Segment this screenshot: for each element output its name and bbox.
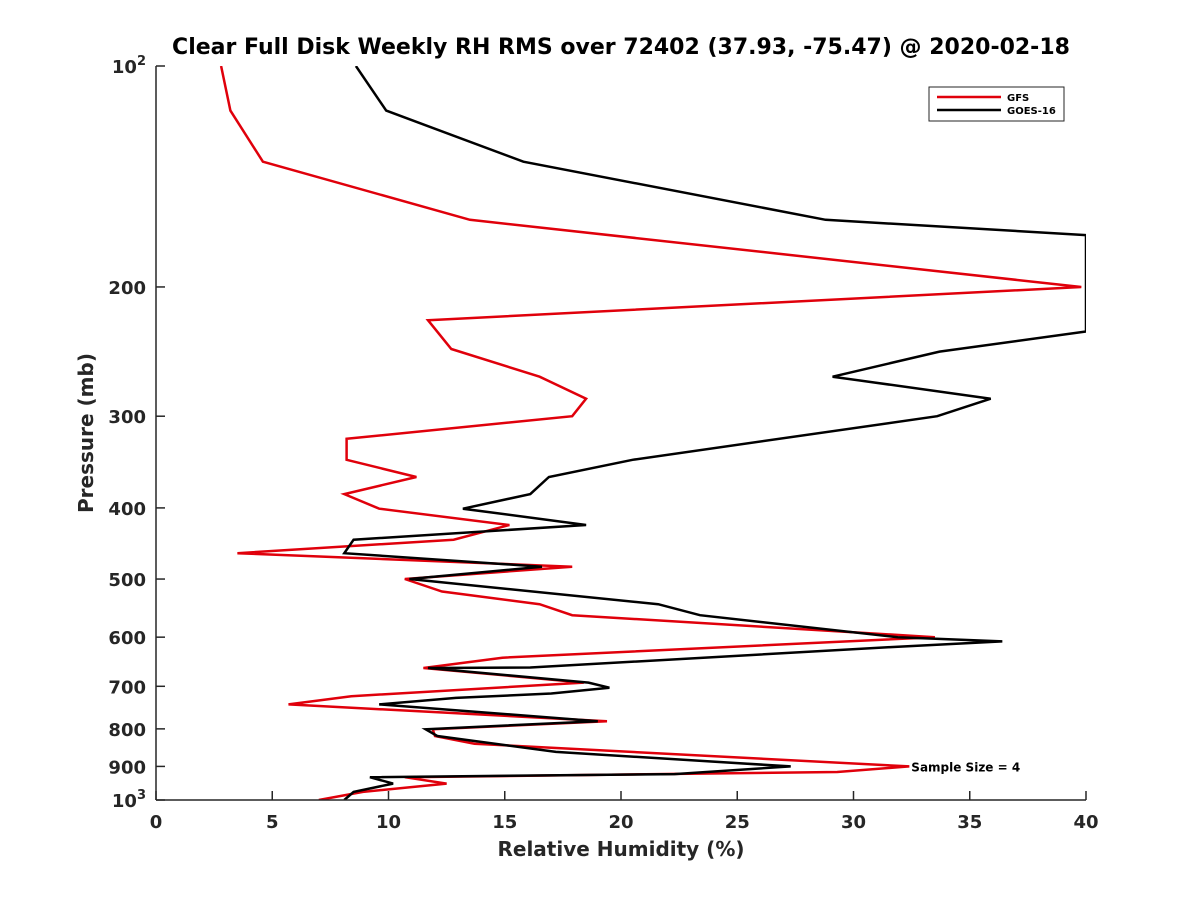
y-tick-label: 600 (108, 628, 146, 649)
x-tick-label: 10 (376, 812, 401, 833)
y-tick-label: 500 (108, 570, 146, 591)
sample-size-annotation: Sample Size = 4 (911, 760, 1020, 774)
legend-box (928, 86, 1065, 122)
axes-layer: 0 5 10 15 20 25 30 35 40 102 200 300 400 500 600 700 800… (108, 54, 1098, 833)
x-axis-label: Relative Humidity (%) (497, 837, 744, 861)
y-tick-label: 700 (108, 677, 146, 698)
x-tick-label: 30 (841, 812, 866, 833)
series-line-goes-16 (342, 66, 1086, 800)
y-tick-label: 400 (108, 499, 146, 520)
y-tick-label: 200 (108, 278, 146, 299)
x-tick-label: 20 (608, 812, 633, 833)
y-tick-label: 300 (108, 407, 146, 428)
y-tick-label: 800 (108, 720, 146, 741)
x-tick-label: 35 (957, 812, 982, 833)
legend-entry-label: GFS (1007, 93, 1029, 104)
y-tick-label: 102 (112, 54, 146, 78)
x-tick-label: 15 (492, 812, 517, 833)
legend-entry-label: GOES-16 (1007, 106, 1056, 117)
y-tick-label: 900 (108, 757, 146, 778)
series-layer (219, 66, 1086, 800)
series-line-gfs (219, 66, 1082, 800)
x-tick-label: 0 (150, 812, 163, 833)
x-tick-label: 25 (725, 812, 750, 833)
x-tick-label: 40 (1073, 812, 1098, 833)
x-tick-label: 5 (266, 812, 279, 833)
y-axis-label: Pressure (mb) (74, 353, 98, 513)
y-tick-label: 103 (112, 788, 146, 812)
chart-title: Clear Full Disk Weekly RH RMS over 72402… (172, 35, 1070, 60)
legend: GFS GOES-16 (928, 86, 1065, 122)
